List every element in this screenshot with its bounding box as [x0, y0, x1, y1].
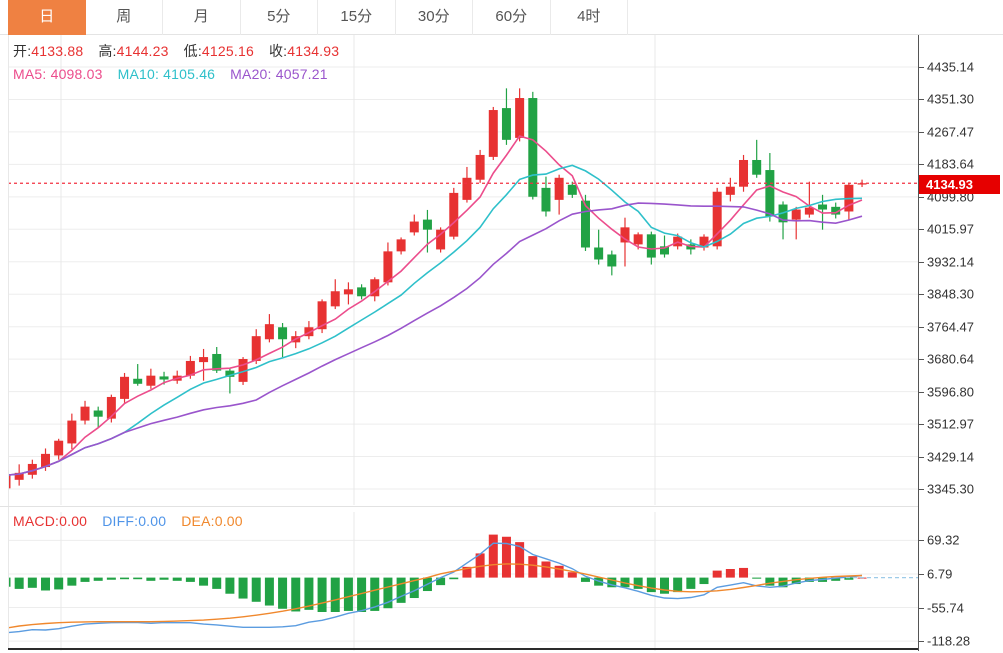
tab-5分[interactable]: 5分 — [241, 0, 318, 35]
legend-item: MA10: 4105.46 — [117, 66, 216, 82]
axis-label: 4267.47 — [927, 124, 974, 140]
axis-label: -55.74 — [927, 600, 964, 616]
axis-tick — [919, 540, 924, 542]
candles — [8, 88, 867, 489]
macd-histogram — [8, 534, 867, 612]
tab-周[interactable]: 周 — [86, 0, 163, 35]
macd-legend: MACD:0.00 DIFF:0.00 DEA:0.00 — [13, 513, 258, 529]
axis-label: 4015.97 — [927, 221, 974, 237]
legend-item: MA5: 4098.03 — [13, 66, 103, 82]
axis-label: 4183.64 — [927, 156, 974, 172]
panel-divider — [0, 506, 918, 507]
tab-日[interactable]: 日 — [8, 0, 86, 35]
axis-tick — [919, 391, 924, 393]
axis-tick — [919, 131, 924, 133]
legend-item: DEA:0.00 — [181, 513, 243, 529]
axis-tick — [919, 164, 924, 166]
chart-left-border — [8, 35, 9, 648]
candlestick-panel[interactable] — [8, 35, 918, 505]
axis-label: 4351.30 — [927, 91, 974, 107]
legend-item: 低:4125.16 — [183, 43, 254, 59]
last-price-badge: 4134.93 — [919, 175, 1000, 194]
axis-tick — [919, 607, 924, 609]
axis-label: 3848.30 — [927, 286, 974, 302]
tab-30分[interactable]: 30分 — [396, 0, 473, 35]
price-axis: 4435.14 4351.30 4267.47 4183.64 4099.80 4015.… — [918, 35, 1003, 651]
legend-item: DIFF:0.00 — [102, 513, 167, 529]
timeframe-toolbar: 日周月 5分 15分 30分 60分 4时 — [0, 0, 1003, 35]
bottom-axis-line — [8, 648, 918, 650]
axis-tick — [919, 573, 924, 575]
main-gridlines — [8, 35, 918, 505]
macd-panel[interactable] — [8, 512, 918, 651]
axis-tick — [919, 456, 924, 458]
axis-label: -118.28 — [927, 633, 971, 649]
axis-tick — [919, 99, 924, 101]
axis-label: 3680.64 — [927, 351, 974, 367]
legend-item: MACD:0.00 — [13, 513, 88, 529]
legend-item: MA20: 4057.21 — [230, 66, 328, 82]
ma10-line — [8, 164, 863, 476]
legend-item: 开:4133.88 — [13, 43, 84, 59]
dea-line — [8, 563, 863, 629]
axis-label: 3429.14 — [927, 449, 974, 465]
ma20-line — [8, 202, 863, 476]
axis-tick — [919, 489, 924, 490]
axis-tick — [919, 196, 924, 198]
axis-tick — [919, 326, 924, 328]
axis-label: 3932.14 — [927, 254, 974, 270]
axis-label: 69.32 — [927, 532, 960, 548]
axis-tick — [919, 229, 924, 231]
tab-4时[interactable]: 4时 — [551, 0, 628, 35]
axis-label: 6.79 — [927, 566, 953, 582]
axis-label: 3596.80 — [927, 384, 974, 400]
tab-月[interactable]: 月 — [163, 0, 241, 35]
axis-tick — [919, 261, 924, 263]
diff-line — [8, 542, 863, 634]
ma5-line — [8, 135, 863, 476]
ma-legend: MA5: 4098.03 MA10: 4105.46 MA20: 4057.21 — [13, 66, 343, 82]
axis-tick — [919, 424, 924, 426]
axis-label: 3512.97 — [927, 416, 974, 432]
axis-tick — [919, 641, 924, 643]
ohlc-legend: 开:4133.88 高:4144.23 低:4125.16 收:4134.93 — [13, 41, 354, 61]
axis-tick — [919, 294, 924, 296]
axis-label: 3764.47 — [927, 319, 974, 335]
axis-tick — [919, 359, 924, 361]
axis-label: 4435.14 — [927, 59, 974, 75]
axis-label: 3345.30 — [927, 481, 974, 497]
tab-15分[interactable]: 15分 — [318, 0, 396, 35]
tab-60分[interactable]: 60分 — [473, 0, 551, 35]
axis-tick — [919, 67, 924, 68]
legend-item: 收:4134.93 — [268, 43, 340, 59]
legend-item: 高:4144.23 — [98, 43, 169, 59]
